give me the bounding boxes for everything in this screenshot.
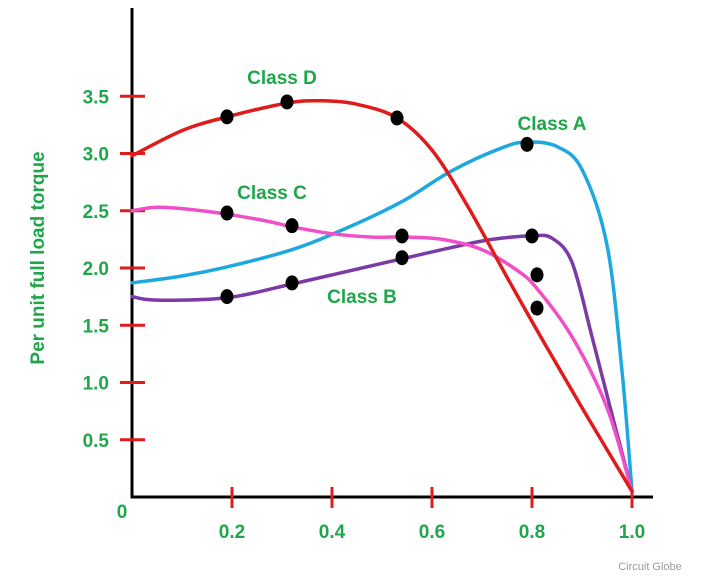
class-b-marker — [285, 275, 299, 291]
class-c-label: Class C — [237, 183, 307, 204]
class-a-curve — [130, 140, 634, 494]
class-a-label: Class A — [518, 114, 587, 135]
y-tick-label: 1.5 — [83, 316, 110, 337]
watermark: Circuit Globe — [618, 561, 682, 573]
class-d-marker — [390, 110, 404, 126]
class-d-label: Class D — [247, 68, 317, 89]
ticks: 0.5 1.0 1.5 2.0 2.5 3.0 3.5 0.2 0.4 0.6 0.8 1.0 — [83, 87, 646, 543]
class-a-marker — [520, 136, 534, 152]
y-tick-label: 3.0 — [83, 145, 109, 166]
y-axis-title: Per unit full load torque — [28, 151, 49, 364]
y-tick-label: 3.5 — [83, 87, 110, 108]
class-d-marker — [220, 109, 234, 125]
class-c-marker — [395, 228, 409, 244]
origin-label: 0 — [117, 502, 128, 523]
y-tick-label: 0.5 — [83, 431, 110, 452]
series-labels: Class D Class A Class C Class B — [237, 68, 587, 308]
x-tick-label: 0.2 — [219, 522, 245, 543]
x-tick-label: 1.0 — [619, 522, 645, 543]
class-b-marker — [525, 228, 539, 244]
x-tick-label: 0.8 — [519, 522, 545, 543]
class-b-marker — [395, 250, 409, 266]
class-b-marker — [530, 267, 544, 283]
class-b-label: Class B — [327, 287, 397, 308]
class-b-marker — [530, 300, 544, 316]
class-d-marker — [280, 94, 294, 110]
class-b-marker — [220, 289, 234, 305]
class-c-curve — [130, 205, 634, 494]
curves — [130, 98, 634, 494]
class-c-marker — [285, 218, 299, 234]
class-c-marker — [220, 205, 234, 221]
markers — [220, 94, 544, 316]
y-tick-label: 2.5 — [83, 202, 110, 223]
y-tick-label: 2.0 — [83, 259, 109, 280]
y-tick-label: 1.0 — [83, 374, 109, 395]
x-tick-label: 0.6 — [419, 522, 445, 543]
x-tick-label: 0.4 — [319, 522, 346, 543]
axes — [130, 8, 653, 499]
